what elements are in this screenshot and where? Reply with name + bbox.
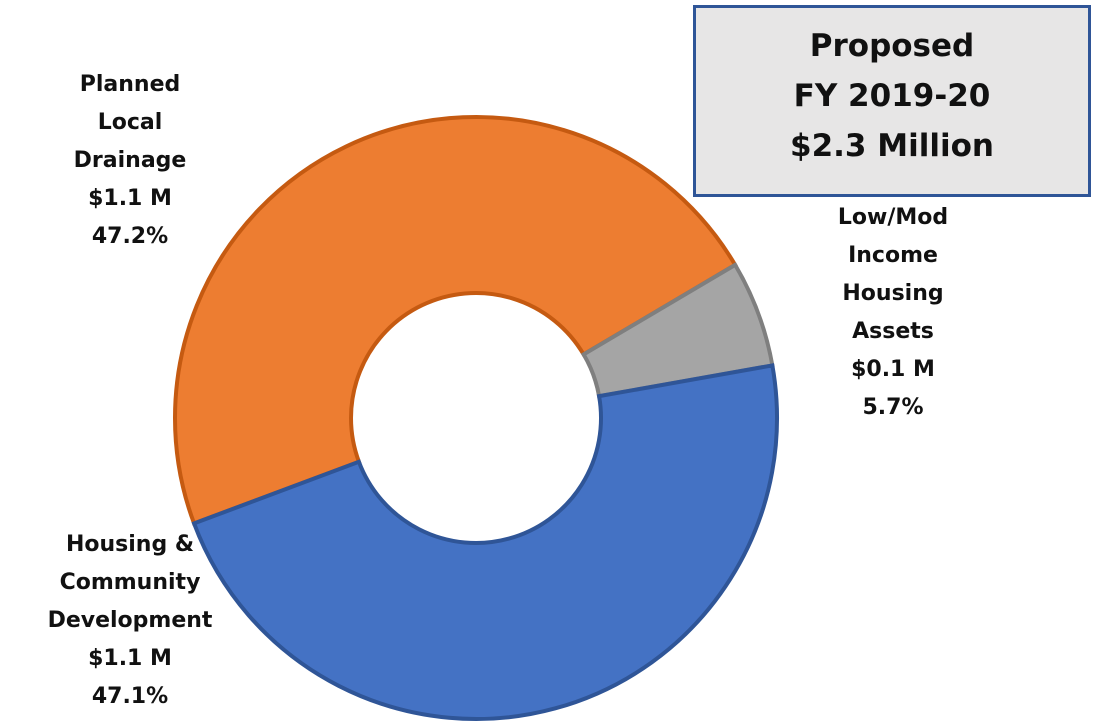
title-line: Proposed <box>809 28 975 64</box>
category-label: Low/Mod Income Housing Assets <box>837 205 949 344</box>
amount-label: $0.1 M <box>851 357 935 382</box>
amount-label: $1.1 M <box>88 186 172 211</box>
value-label: 47.1% <box>91 684 169 709</box>
value-label: 5.7% <box>862 395 924 420</box>
category-label: Housing & Community Development <box>47 532 213 633</box>
title-box: Proposed FY 2019-20 $2.3 Million <box>693 5 1091 197</box>
slice <box>173 115 738 526</box>
slice-label: Low/Mod Income Housing Assets $0.1 M 5.7% <box>763 199 1023 427</box>
value-label: 47.2% <box>91 224 169 249</box>
slice-label: Planned Local Drainage $1.1 M 47.2% <box>0 66 260 256</box>
slice-label: Housing & Community Development $1.1 M 47.… <box>0 526 260 716</box>
slice <box>191 363 779 721</box>
title-line: FY 2019-20 <box>793 78 991 114</box>
amount-label: $1.1 M <box>88 646 172 671</box>
title-line: $2.3 Million <box>790 128 994 164</box>
category-label: Planned Local Drainage <box>73 72 187 173</box>
